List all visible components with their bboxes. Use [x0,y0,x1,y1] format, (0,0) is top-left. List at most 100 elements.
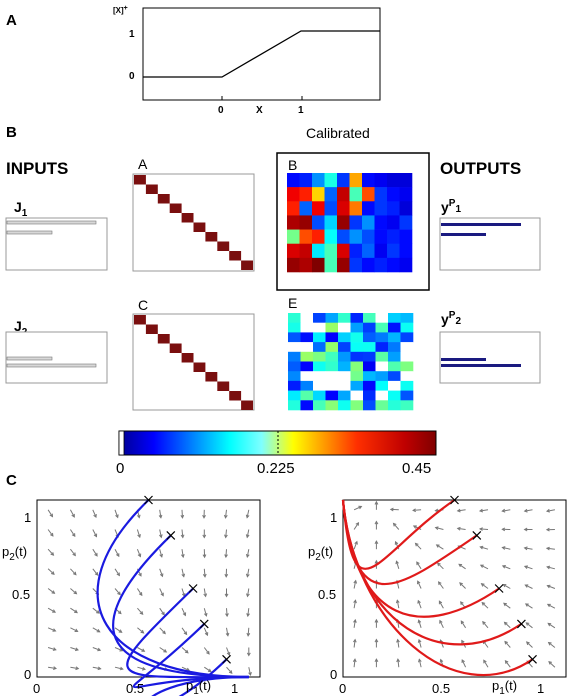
vector-arrow-head [395,560,399,565]
calibrated-frame [276,152,430,291]
vector-arrow [353,639,356,648]
heatmap-cell [313,313,326,323]
output1-bar-2 [441,233,486,236]
heatmap-cell [312,257,325,273]
phase-right-ytick-0: 0 [330,667,337,682]
phase-right-ytick-05: 0.5 [318,587,336,602]
heatmap-cell [299,243,313,259]
output2-bar-1 [441,358,486,361]
vector-arrow-head [525,641,530,646]
vector-arrow [204,666,212,673]
phase-left-xtick-0: 0 [33,681,40,696]
vector-arrow-head [523,508,528,513]
heatmap-cell [325,390,339,401]
vector-arrow [526,641,533,648]
heatmap-cell [375,361,389,372]
vector-arrow [457,527,466,530]
vector-arrow-head [96,628,101,633]
vector-arrow [159,607,165,616]
vector-arrow [92,568,99,576]
vector-arrow [246,529,250,538]
vector-arrow [483,660,489,668]
heatmap-cell [300,361,314,372]
heatmap-cell [325,332,339,343]
panel-a-ytick-1: 1 [129,29,135,40]
vector-arrow [397,659,400,668]
heatmap-cell [375,332,389,343]
vector-arrow-head [546,603,551,608]
vector-arrow [70,647,79,651]
vector-arrow [353,580,357,589]
vector-arrow-head [545,546,550,551]
heatmap-cell [325,342,339,353]
panel-a-yticks: 1 0 [129,29,135,82]
heatmap-cell [287,243,300,259]
vector-arrow-head [117,591,121,596]
vector-arrow-head [93,533,98,538]
vector-arrow-head [504,659,509,664]
phase-left-ylabel: p2(t) [2,544,27,563]
output2-label: yP2 [441,310,461,327]
heatmap-cell [288,351,301,362]
input1-bar-1 [6,220,97,225]
heatmap-cell [324,201,338,216]
panel-a-xtick-0: 0 [218,105,224,116]
heatmap-cell [399,173,413,188]
heatmap-cell [324,215,338,230]
vector-arrow [203,627,208,636]
output2-bar-2 [441,364,521,367]
vector-arrow-head [180,534,185,539]
diagonal-cell [229,391,242,401]
vector-arrow-head [456,508,461,513]
diagonal-cell [241,400,253,410]
heatmap-cell [400,322,414,333]
vector-arrow [246,549,250,558]
vector-arrow [181,607,186,616]
heatmap-cell [300,371,314,382]
vector-arrow [479,528,489,530]
vector-arrow [482,621,489,629]
panel-a-axes [142,7,381,101]
panel-a-line [143,30,380,78]
vector-arrow-head [228,670,233,674]
heatmap-cell [299,173,313,188]
heatmap-cell [388,371,401,382]
heatmap-cell [313,380,326,391]
vector-arrow [417,600,422,609]
vector-arrow [69,509,75,518]
vector-arrow [159,509,162,518]
vector-arrow [461,659,467,668]
vector-arrow-head [501,527,506,532]
vector-arrow-head [52,647,57,651]
vector-arrow [505,660,511,668]
heatmap-cell [363,380,376,391]
heatmap-cell [363,390,376,401]
heatmap-cell [288,342,301,353]
heatmap-cell [374,187,388,202]
vector-arrow [413,509,422,511]
vector-arrow-head [481,601,486,606]
heatmap-cell [337,173,350,188]
vector-arrow-head [417,619,422,624]
vector-arrow-head [392,522,397,527]
heatmap-cell [400,380,414,391]
vector-arrow [47,548,54,556]
heatmap-cell [362,187,375,202]
heatmap-cell [350,322,364,333]
phase-left-vector-field [47,509,252,677]
vector-arrow-head [248,671,252,677]
heatmap-cell [300,390,314,401]
heatmap-cell [299,201,313,216]
panel-a-xtick-1: 1 [298,105,304,116]
vector-arrow-head [545,508,550,513]
heatmap-cell [388,351,401,362]
heatmap-cell [300,400,314,411]
vector-arrow [159,568,163,577]
vector-arrow [393,523,400,530]
vector-arrow [413,525,422,530]
vector-arrow-head [461,659,465,663]
panel-c-label: C [6,472,17,489]
vector-arrow-head [524,584,529,588]
vector-arrow-head [546,584,551,589]
